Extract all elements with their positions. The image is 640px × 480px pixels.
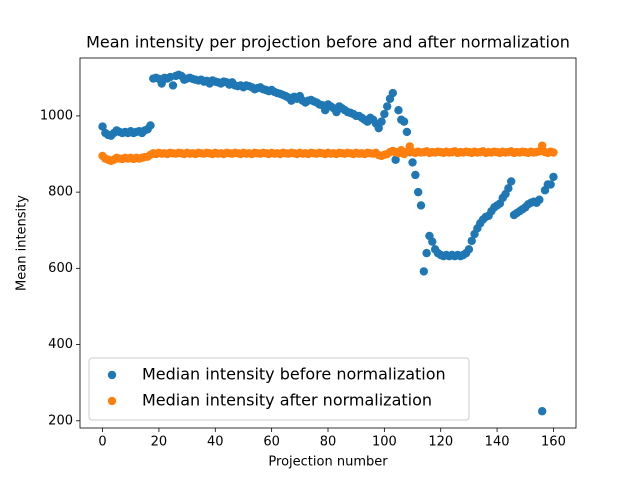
point (146, 121, 155, 130)
y-tick-label: 200 (48, 413, 73, 428)
point (408, 158, 417, 167)
y-tick-label: 600 (48, 261, 73, 276)
point (537, 407, 547, 416)
point (464, 245, 474, 254)
point (374, 123, 383, 133)
point (504, 184, 513, 193)
point (391, 155, 400, 164)
point (416, 201, 426, 210)
x-tick-label: 0 (98, 435, 106, 450)
point (382, 102, 392, 111)
y-tick-label: 1000 (40, 108, 73, 123)
point (411, 170, 420, 180)
x-tick-label: 40 (207, 435, 224, 450)
point (506, 177, 516, 186)
legend-box (88, 357, 470, 421)
x-tick-label: 140 (485, 435, 510, 450)
point (419, 267, 429, 276)
point (549, 148, 558, 157)
x-tick-label: 120 (428, 435, 453, 450)
plot-frame (79, 57, 577, 429)
point (546, 180, 555, 189)
x-axis-label: Projection number (268, 455, 388, 470)
point (380, 109, 389, 119)
point (535, 195, 544, 204)
legend-text: Median intensity after normalization (142, 391, 432, 410)
point (168, 81, 178, 90)
y-tick-label: 400 (48, 337, 73, 352)
x-tick-label: 20 (151, 435, 168, 450)
y-axis-label: Mean intensity (15, 195, 30, 291)
series (98, 141, 558, 166)
point (428, 237, 437, 246)
x-tick-label: 60 (263, 435, 280, 450)
point (467, 236, 476, 246)
x-tick-label: 100 (372, 435, 397, 450)
point (422, 248, 431, 258)
chart-title: Mean intensity per projection before and… (86, 33, 570, 52)
point (402, 127, 412, 137)
point (413, 187, 423, 197)
legend-text: Median intensity before normalization (142, 365, 446, 384)
x-tick-label: 80 (320, 435, 337, 450)
point (399, 117, 409, 126)
y-tick-label: 800 (48, 185, 73, 200)
legend-marker (107, 370, 117, 380)
point (98, 122, 107, 131)
series (98, 70, 558, 416)
point (394, 106, 403, 115)
legend-marker (107, 396, 117, 406)
point (388, 88, 398, 98)
point (377, 117, 386, 126)
x-tick-label: 160 (541, 435, 566, 450)
point (549, 172, 558, 182)
point (537, 141, 547, 150)
